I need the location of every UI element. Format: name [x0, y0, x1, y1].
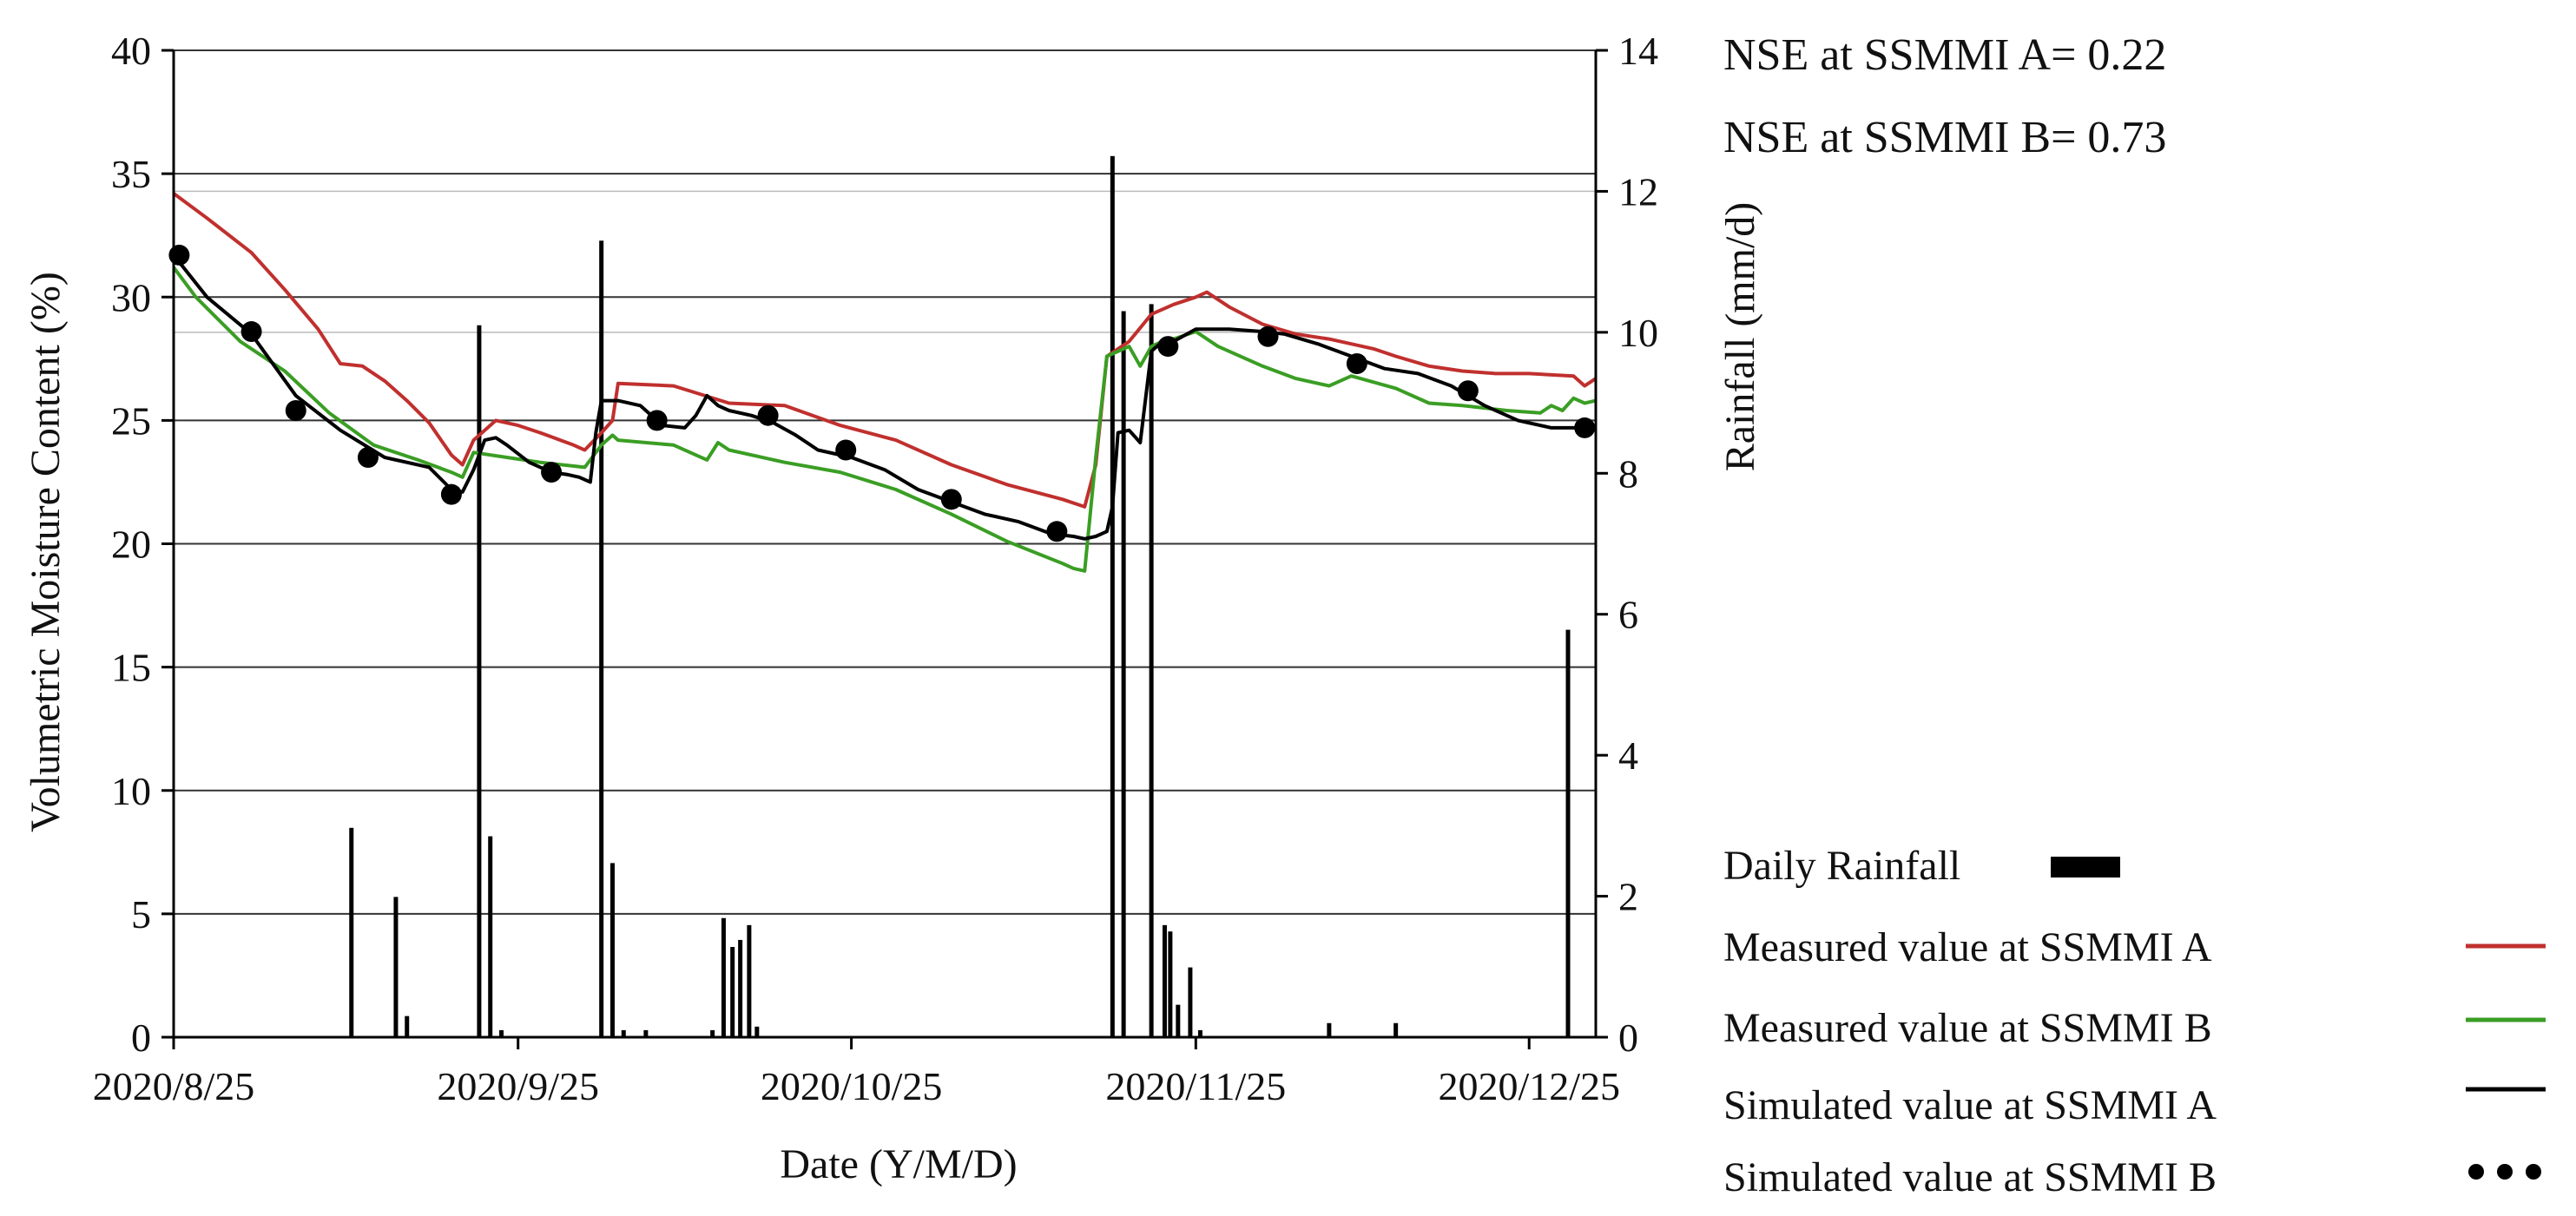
- moisture-series: [168, 192, 1598, 573]
- nse-annotation-a: NSE at SSMMI A= 0.22: [1723, 30, 2166, 80]
- rainfall-bar: [721, 917, 726, 1037]
- rainfall-bar: [1565, 629, 1571, 1037]
- legend-label-simulated-b: Simulated value at SSMMI B: [1723, 1154, 2217, 1200]
- y-axis-title: Volumetric Moisture Content (%): [23, 272, 69, 832]
- y2-tick-label: 2: [1618, 875, 1638, 919]
- rainfall-bar: [499, 1029, 504, 1037]
- simulated-b-point: [357, 447, 379, 469]
- axes: [161, 49, 1608, 1049]
- simulated-b-point: [1457, 380, 1479, 402]
- legend-swatch-simulated-b-dot: [2526, 1164, 2541, 1180]
- measured-value-at-ssmmi-a-line: [172, 192, 1598, 509]
- simulated-b-point: [940, 489, 962, 510]
- rainfall-bar: [393, 897, 399, 1037]
- x-tick-label: 2020/11/25: [1105, 1064, 1286, 1108]
- rainfall-bar: [747, 924, 752, 1037]
- y2-axis-title: Rainfall (mm/d): [1717, 202, 1763, 472]
- legend-label-measured-a: Measured value at SSMMI A: [1723, 924, 2212, 970]
- x-tick-label: 2020/8/25: [93, 1064, 255, 1108]
- simulated-b-point: [541, 462, 563, 483]
- legend-label-simulated-a: Simulated value at SSMMI A: [1723, 1082, 2217, 1128]
- rainfall-bar: [1168, 931, 1173, 1037]
- simulated-b-point: [1046, 521, 1068, 542]
- tick-labels: 0 5 10 15 20 25 30 35 40 0 2 4 6 8 10 12 14 2020/8/25 2020…: [93, 29, 1658, 1108]
- rainfall-bar: [738, 939, 743, 1037]
- measured-value-at-ssmmi-b-line: [172, 266, 1597, 573]
- y-tick-label: 30: [111, 275, 151, 319]
- y-tick-label: 40: [111, 29, 151, 73]
- simulated-value-at-ssmmi-a-line: [172, 253, 1585, 541]
- simulated-b-point: [835, 439, 857, 461]
- rainfall-bar: [1393, 1022, 1399, 1037]
- rainfall-bar: [621, 1029, 626, 1037]
- simulated-b-point: [240, 321, 262, 343]
- y-tick-label: 25: [111, 398, 151, 443]
- legend-label-daily-rainfall: Daily Rainfall: [1723, 843, 1960, 889]
- simulated-b-point: [757, 404, 779, 426]
- simulated-b-point: [1157, 336, 1179, 358]
- y2-tick-label: 14: [1618, 29, 1658, 73]
- y2-tick-label: 12: [1618, 169, 1658, 214]
- rainfall-bar: [643, 1029, 649, 1037]
- simulated-b-point: [1346, 352, 1367, 374]
- y2-tick-label: 8: [1618, 451, 1638, 496]
- simulated-b-point: [646, 410, 668, 431]
- simulated-b-point: [285, 400, 306, 422]
- rainfall-bar: [405, 1016, 410, 1037]
- legend-swatch-daily-rainfall: [2051, 857, 2120, 877]
- rainfall-bar: [1327, 1022, 1332, 1037]
- y-tick-label: 35: [111, 152, 151, 196]
- rainfall-bars: [349, 155, 1571, 1038]
- rainfall-bar: [477, 325, 482, 1037]
- rainfall-bar: [710, 1029, 715, 1037]
- rainfall-bar: [488, 836, 493, 1037]
- rainfall-bar: [754, 1026, 760, 1037]
- y-tick-label: 5: [131, 892, 151, 937]
- x-tick-label: 2020/12/25: [1438, 1064, 1620, 1108]
- x-tick-label: 2020/9/25: [437, 1064, 599, 1108]
- y2-tick-label: 10: [1618, 311, 1658, 355]
- rainfall-bar: [1162, 924, 1167, 1037]
- nse-annotation-b: NSE at SSMMI B= 0.73: [1723, 113, 2166, 162]
- y-tick-label: 15: [111, 646, 151, 690]
- rainfall-bar: [609, 863, 615, 1037]
- rainfall-bar: [1197, 1029, 1202, 1037]
- rainfall-bar: [1121, 311, 1126, 1037]
- x-tick-label: 2020/10/25: [761, 1064, 943, 1108]
- simulated-b-point: [1257, 325, 1279, 347]
- rainfall-bar: [599, 240, 604, 1037]
- legend-swatch-simulated-b-dot: [2497, 1164, 2513, 1180]
- simulated-b-point: [168, 244, 190, 266]
- legend-swatch-simulated-b-dot: [2468, 1164, 2484, 1180]
- rainfall-bar: [730, 947, 735, 1037]
- rainfall-bar: [1188, 967, 1193, 1037]
- y2-tick-label: 4: [1618, 733, 1638, 778]
- legend-label-measured-b: Measured value at SSMMI B: [1723, 1005, 2212, 1051]
- y-tick-label: 0: [131, 1016, 151, 1060]
- y2-tick-label: 0: [1618, 1016, 1638, 1060]
- rainfall-bar: [1176, 1004, 1181, 1037]
- x-axis-title: Date (Y/M/D): [780, 1141, 1017, 1187]
- simulated-b-point: [1574, 417, 1596, 438]
- y-tick-label: 10: [111, 769, 151, 813]
- y-tick-label: 20: [111, 523, 151, 567]
- gridlines: [174, 49, 1596, 915]
- simulated-b-point: [440, 483, 462, 505]
- y2-tick-label: 6: [1618, 593, 1638, 637]
- rainfall-bar: [1149, 304, 1154, 1037]
- legend: Daily Rainfall Measured value at SSMMI A…: [1723, 843, 2546, 1200]
- rainfall-bar: [349, 827, 354, 1037]
- rainfall-bar: [1110, 155, 1115, 1038]
